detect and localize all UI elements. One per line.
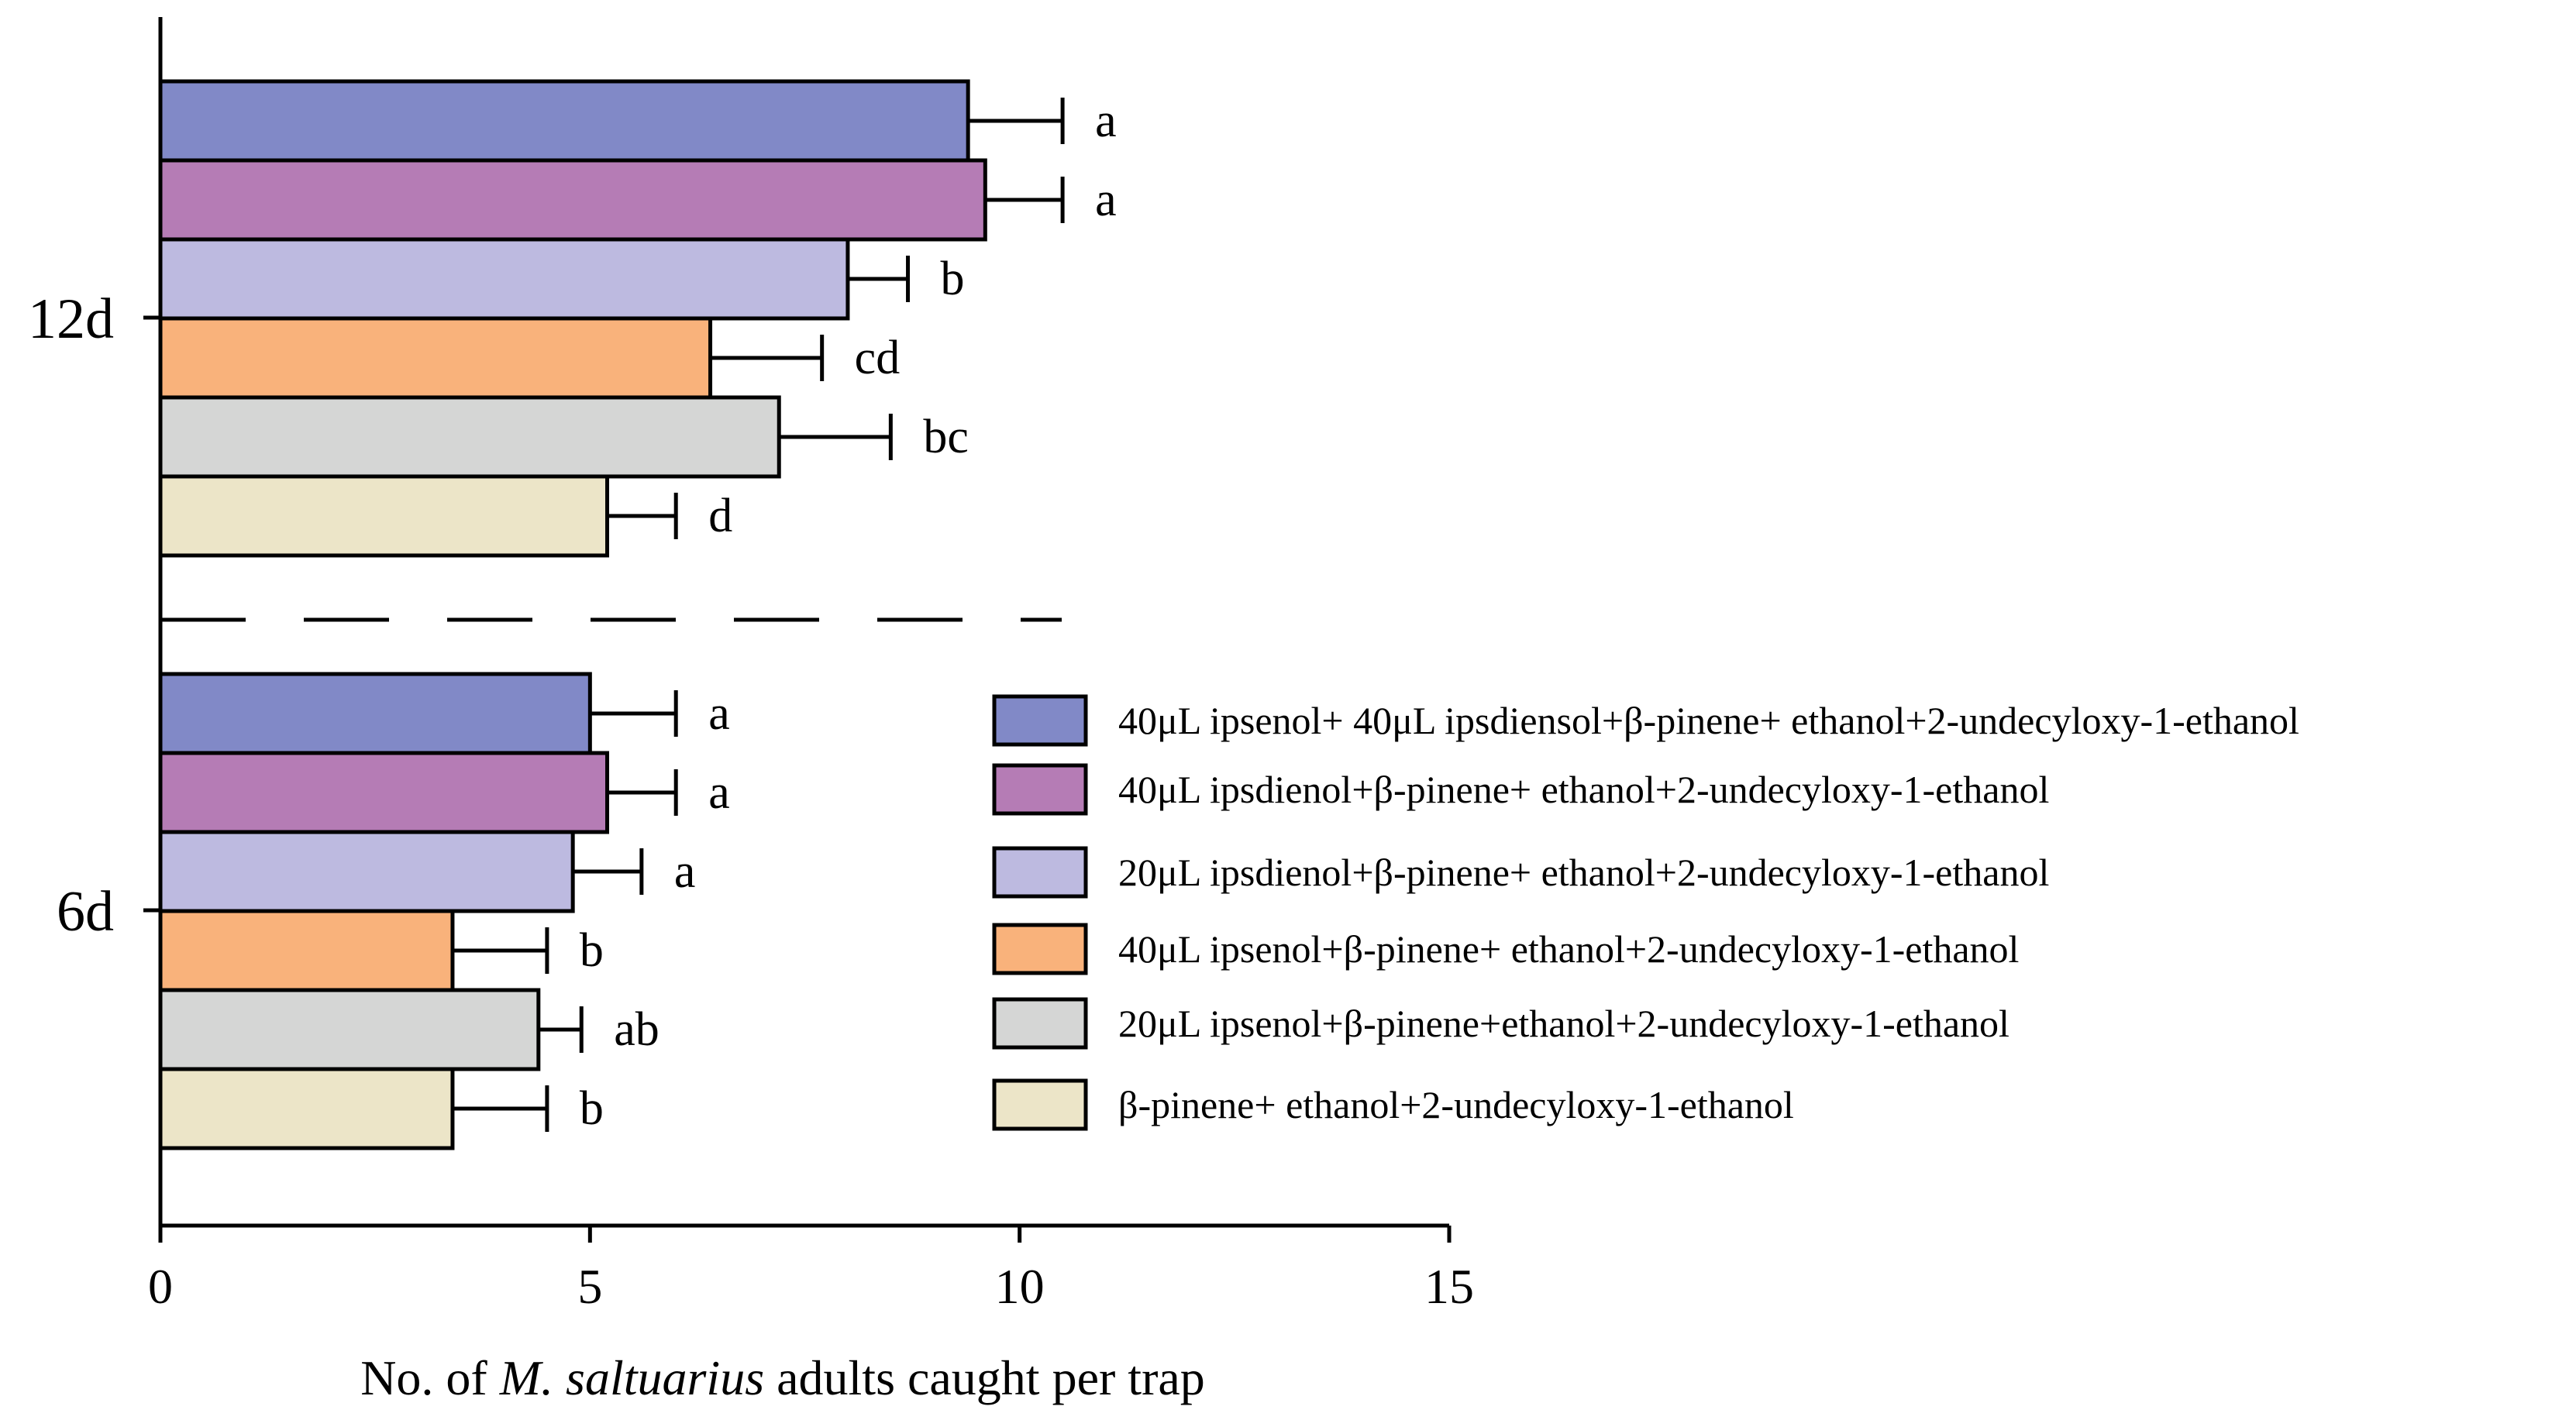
bar bbox=[158, 316, 713, 400]
y-tick-label: 12d bbox=[28, 287, 114, 351]
significance-letter: a bbox=[1095, 95, 1117, 147]
significance-letter: a bbox=[708, 687, 730, 740]
legend-label: 40μL ipsdienol+β-pinene+ ethanol+2-undec… bbox=[1118, 768, 2049, 811]
significance-letter: a bbox=[674, 845, 696, 898]
legend-label: 20μL ipsenol+β-pinene+ethanol+2-undecylo… bbox=[1118, 1002, 2009, 1045]
legend-label: 40μL ipsenol+β-pinene+ ethanol+2-undecyl… bbox=[1118, 927, 2019, 971]
bar bbox=[158, 909, 455, 992]
legend-label: 40μL ipsenol+ 40μL ipsdiensol+β-pinene+ … bbox=[1118, 699, 2299, 742]
bar bbox=[158, 237, 850, 321]
significance-letter: a bbox=[1095, 174, 1117, 226]
x-tick-label: 10 bbox=[995, 1259, 1045, 1314]
bar bbox=[158, 672, 592, 755]
x-axis-title-suffix: adults caught per trap bbox=[764, 1350, 1205, 1405]
legend-swatch bbox=[992, 763, 1088, 816]
significance-letter: b bbox=[941, 253, 965, 305]
x-axis-title: No. of M. saltuarius adults caught per t… bbox=[360, 1350, 1205, 1405]
bar bbox=[158, 751, 610, 834]
legend-swatch bbox=[992, 997, 1088, 1050]
x-axis-title-prefix: No. of bbox=[360, 1350, 500, 1405]
x-tick-label: 15 bbox=[1424, 1259, 1474, 1314]
legend-swatch bbox=[992, 1078, 1088, 1131]
significance-letter: a bbox=[708, 766, 730, 819]
legend-swatch bbox=[992, 694, 1088, 747]
significance-letter: d bbox=[708, 490, 732, 542]
legend-label: 20μL ipsdienol+β-pinene+ ethanol+2-undec… bbox=[1118, 851, 2049, 894]
significance-letter: bc bbox=[923, 411, 969, 463]
significance-letter: cd bbox=[855, 332, 901, 384]
legend-swatch bbox=[992, 846, 1088, 899]
bar bbox=[158, 158, 987, 242]
bar bbox=[158, 395, 781, 479]
x-tick-label: 5 bbox=[577, 1259, 602, 1314]
x-axis-title-species: M. saltuarius bbox=[499, 1350, 764, 1405]
bar bbox=[158, 988, 541, 1071]
x-tick-label: 0 bbox=[148, 1259, 173, 1314]
bar bbox=[158, 79, 970, 163]
y-tick-label: 6d bbox=[57, 880, 114, 944]
legend-swatch bbox=[992, 923, 1088, 975]
bar bbox=[158, 474, 610, 558]
significance-letter: ab bbox=[614, 1003, 659, 1056]
bar bbox=[158, 830, 575, 913]
bar bbox=[158, 1067, 455, 1150]
significance-letter: b bbox=[580, 1082, 604, 1135]
legend-label: β-pinene+ ethanol+2-undecyloxy-1-ethanol bbox=[1118, 1083, 1794, 1126]
significance-letter: b bbox=[580, 924, 604, 977]
